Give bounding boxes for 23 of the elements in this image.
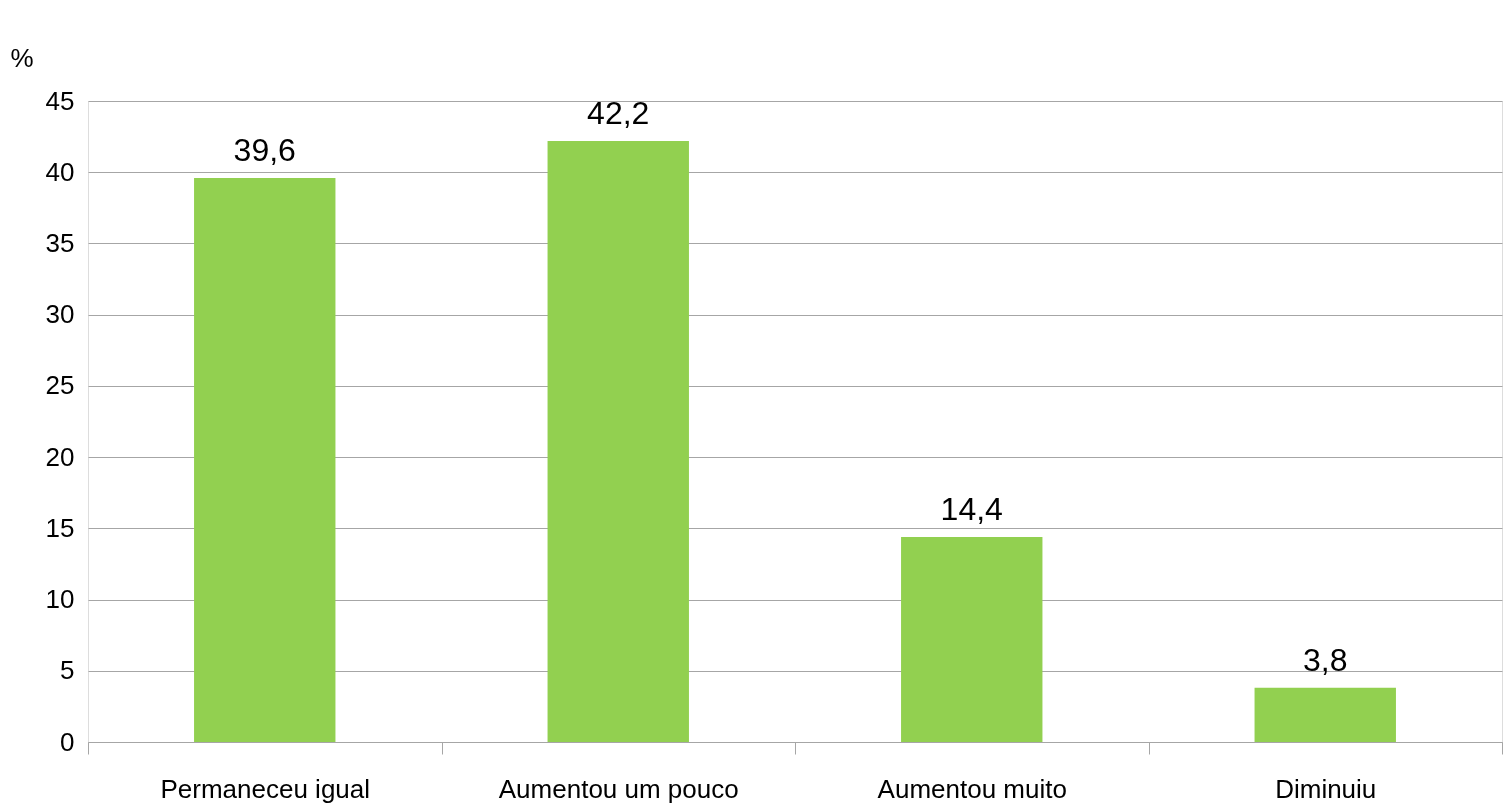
data-label: 3,8 [1303,641,1348,678]
bar [194,177,336,742]
y-tick-label: 30 [45,299,75,330]
bar [901,536,1043,742]
y-tick-label: 20 [45,441,75,472]
y-tick-label: 35 [45,227,75,258]
y-tick-label: 0 [60,726,75,757]
x-tick-label: Permaneceu igual [160,773,371,804]
y-tick-label: 15 [45,512,75,543]
data-label: 39,6 [233,131,296,168]
y-axis-title: % [10,42,34,73]
data-label: 42,2 [587,94,650,131]
data-label: 14,4 [940,490,1003,527]
y-tick-label: 40 [45,156,75,187]
y-tick-label: 5 [60,655,75,686]
x-tick-label: Diminuiu [1275,773,1377,804]
x-tick-label: Aumentou um pouco [498,773,739,804]
y-tick-label: 25 [45,370,75,401]
bar [1254,687,1396,742]
x-tick-label: Aumentou muito [877,773,1067,804]
y-tick-label: 45 [45,85,75,116]
bar [547,140,689,742]
y-tick-label: 10 [45,584,75,615]
